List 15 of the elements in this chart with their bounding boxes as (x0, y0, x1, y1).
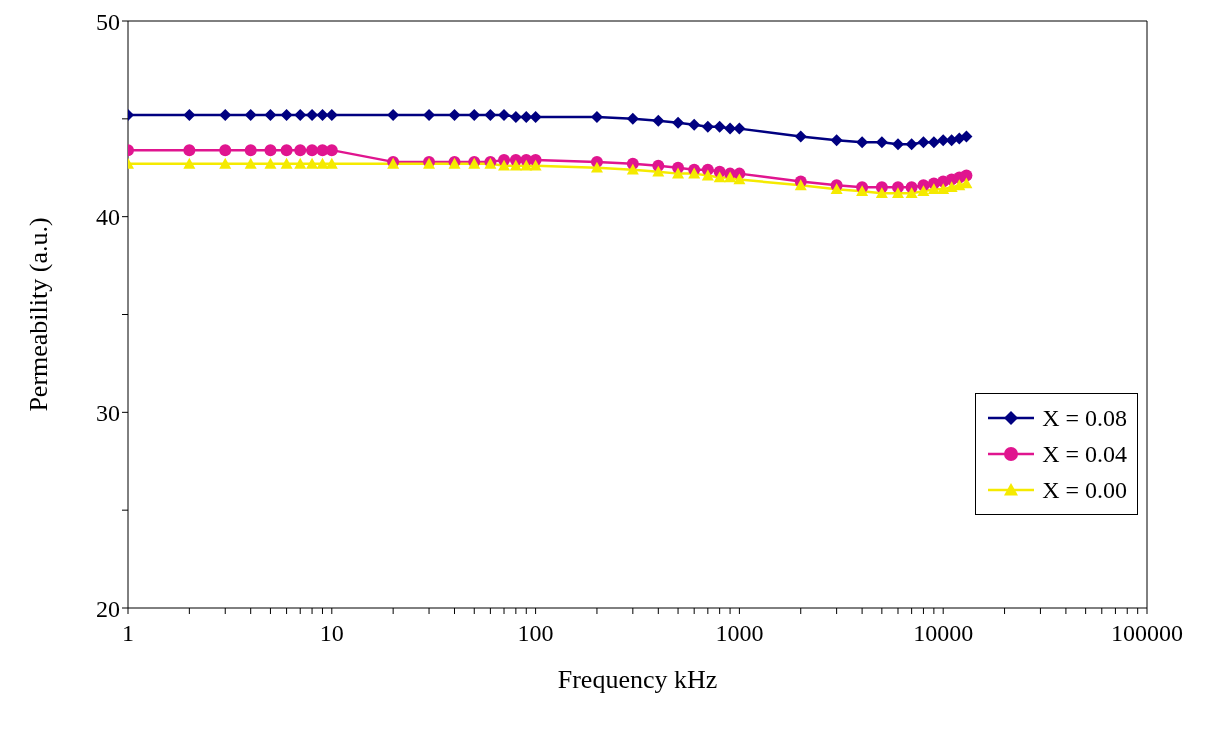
x-tick-label: 10000 (913, 620, 974, 647)
y-tick-label: 20 (96, 595, 120, 622)
legend-label: X = 0.08 (1042, 404, 1127, 432)
x-tick-label: 10 (319, 620, 344, 647)
legend-label: X = 0.04 (1042, 440, 1127, 468)
y-tick-label: 50 (96, 8, 120, 35)
x-tick-label: 1 (122, 620, 134, 647)
x-tick-label: 100 (517, 620, 554, 647)
x-axis-title: Frequency kHz (557, 665, 718, 694)
y-axis-title: Permeability (a.u.) (24, 217, 54, 412)
y-tick-label: 40 (96, 204, 120, 231)
x-tick-label: 100000 (1111, 620, 1183, 647)
x-tick-label: 1000 (715, 620, 764, 647)
y-tick-label: 30 (96, 399, 120, 426)
legend-label: X = 0.00 (1042, 476, 1127, 504)
